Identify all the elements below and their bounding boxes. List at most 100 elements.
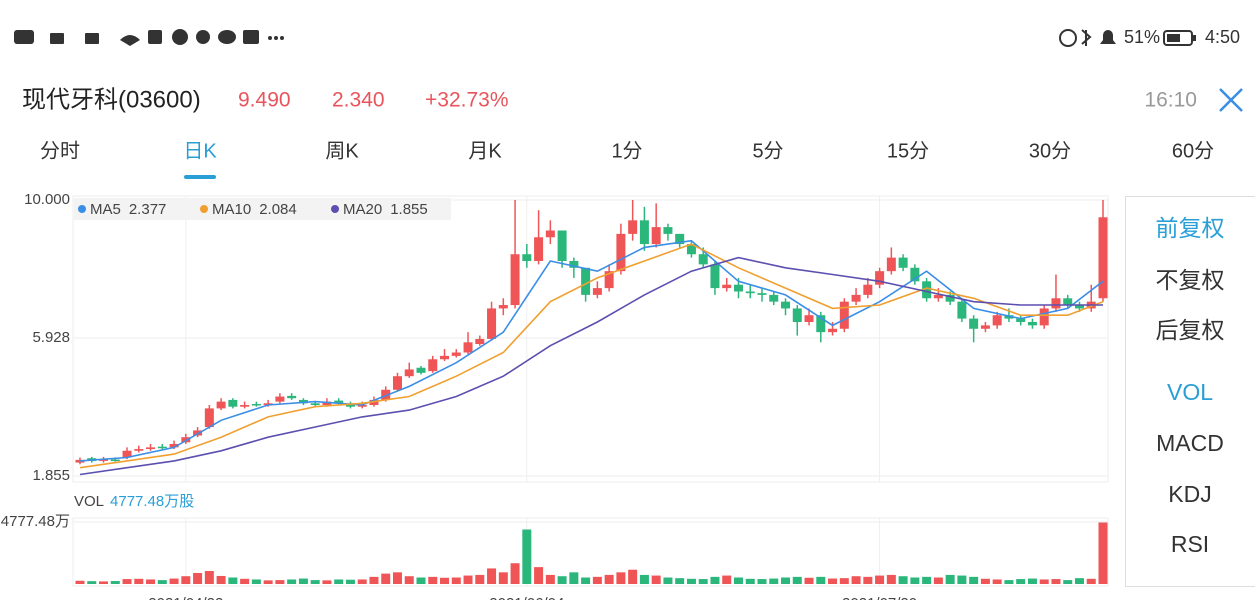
volume-bar [334, 579, 344, 584]
candle-body [933, 294, 943, 299]
volume-bar [440, 577, 450, 584]
tab[interactable]: 月K [468, 140, 502, 162]
volume-bar [322, 580, 332, 584]
candle-body [557, 230, 567, 261]
volume-bar [992, 579, 1002, 584]
candle-body [369, 399, 379, 406]
side-option[interactable]: 前复权 [1156, 215, 1225, 241]
candle-body [922, 281, 932, 299]
volume-bar [945, 574, 955, 584]
candle-body [722, 284, 732, 289]
tab-indicator [184, 175, 216, 179]
candle-body [1074, 305, 1084, 309]
side-option[interactable]: 不复权 [1156, 267, 1225, 293]
vol-value: 4777.48万股 [110, 493, 194, 510]
candle-body [263, 403, 273, 406]
tab[interactable]: 5分 [752, 139, 783, 162]
candle-body [75, 459, 85, 463]
candle-body [404, 369, 414, 377]
plot-frame [72, 195, 1109, 483]
volume-bar [886, 574, 896, 584]
ma-line [79, 256, 1103, 476]
volume-bar [498, 572, 508, 584]
tab[interactable]: 60分 [1172, 139, 1214, 162]
candle-body [251, 403, 261, 406]
candle-body [957, 301, 967, 319]
tab[interactable]: 日K [183, 140, 217, 162]
side-panel [1125, 196, 1255, 587]
candle-body [792, 308, 802, 322]
candle-body [475, 338, 485, 345]
volume-bar [545, 574, 555, 584]
volume-bar [416, 577, 426, 584]
volume-bar [134, 578, 144, 584]
volume-bar [686, 578, 696, 584]
volume-bar [75, 580, 85, 584]
volume-bar [863, 576, 873, 584]
tab[interactable]: 周K [325, 140, 359, 162]
candle-body [1098, 217, 1108, 299]
side-option[interactable]: KDJ [1168, 481, 1211, 507]
legend-name: MA20 [343, 201, 382, 218]
change: 2.340 [332, 89, 385, 112]
volume-bar [733, 577, 743, 584]
volume-bar [169, 578, 179, 584]
candle-body [428, 359, 438, 372]
volume-bar [910, 577, 920, 584]
volume-bar [1016, 579, 1026, 584]
candle-body [769, 294, 779, 302]
ma-line [79, 243, 1104, 469]
volume-bar [381, 573, 391, 584]
volume-bar [781, 577, 791, 584]
candle-body [828, 328, 838, 333]
legend-dot [200, 205, 208, 213]
volume-bar [392, 572, 402, 584]
volume-bar [581, 577, 591, 584]
volume-bar [251, 579, 261, 584]
volume-bar [698, 579, 708, 584]
candle-body [745, 291, 755, 294]
tab[interactable]: 1分 [611, 139, 642, 162]
tab[interactable]: 30分 [1029, 139, 1071, 162]
candle-body [616, 233, 626, 272]
side-option[interactable]: 后复权 [1156, 317, 1225, 343]
candle-body [675, 233, 685, 245]
volume-bar [980, 578, 990, 584]
volume-bar [345, 579, 355, 584]
legend-bg [74, 198, 451, 220]
x-tick-label: 2021/04/22 [148, 595, 223, 600]
volume-bar [240, 578, 250, 584]
close-button[interactable] [1219, 88, 1243, 112]
volume-bar [898, 576, 908, 584]
candle-body [592, 288, 602, 295]
candle-body [710, 264, 720, 289]
volume-bar [451, 577, 461, 584]
volume-bar [969, 576, 979, 584]
candle-body [651, 227, 661, 245]
volume-bar [263, 580, 273, 584]
volume-bar [1039, 579, 1049, 584]
candle-body [604, 271, 614, 289]
tab[interactable]: 分时 [40, 139, 80, 162]
volume-bar [463, 575, 473, 584]
legend-dot [78, 205, 86, 213]
tab[interactable]: 15分 [887, 139, 929, 162]
candle-body [334, 400, 344, 404]
status-icons [14, 29, 1196, 47]
candle-body [816, 315, 826, 333]
legend-value: 2.084 [259, 201, 297, 218]
candle-body [886, 257, 896, 272]
volume-bar [204, 571, 214, 584]
quote-time: 16:10 [1144, 89, 1197, 112]
candle-body [545, 230, 555, 238]
candle-body [945, 294, 955, 302]
side-option[interactable]: VOL [1167, 379, 1213, 405]
candle-body [628, 220, 638, 234]
candle-body [863, 284, 873, 295]
side-option[interactable]: RSI [1171, 531, 1209, 557]
volume-bar [804, 577, 814, 584]
side-option[interactable]: MACD [1156, 430, 1224, 456]
stock-title: 现代牙科(03600) [22, 86, 201, 113]
volume-bar [1051, 579, 1061, 584]
